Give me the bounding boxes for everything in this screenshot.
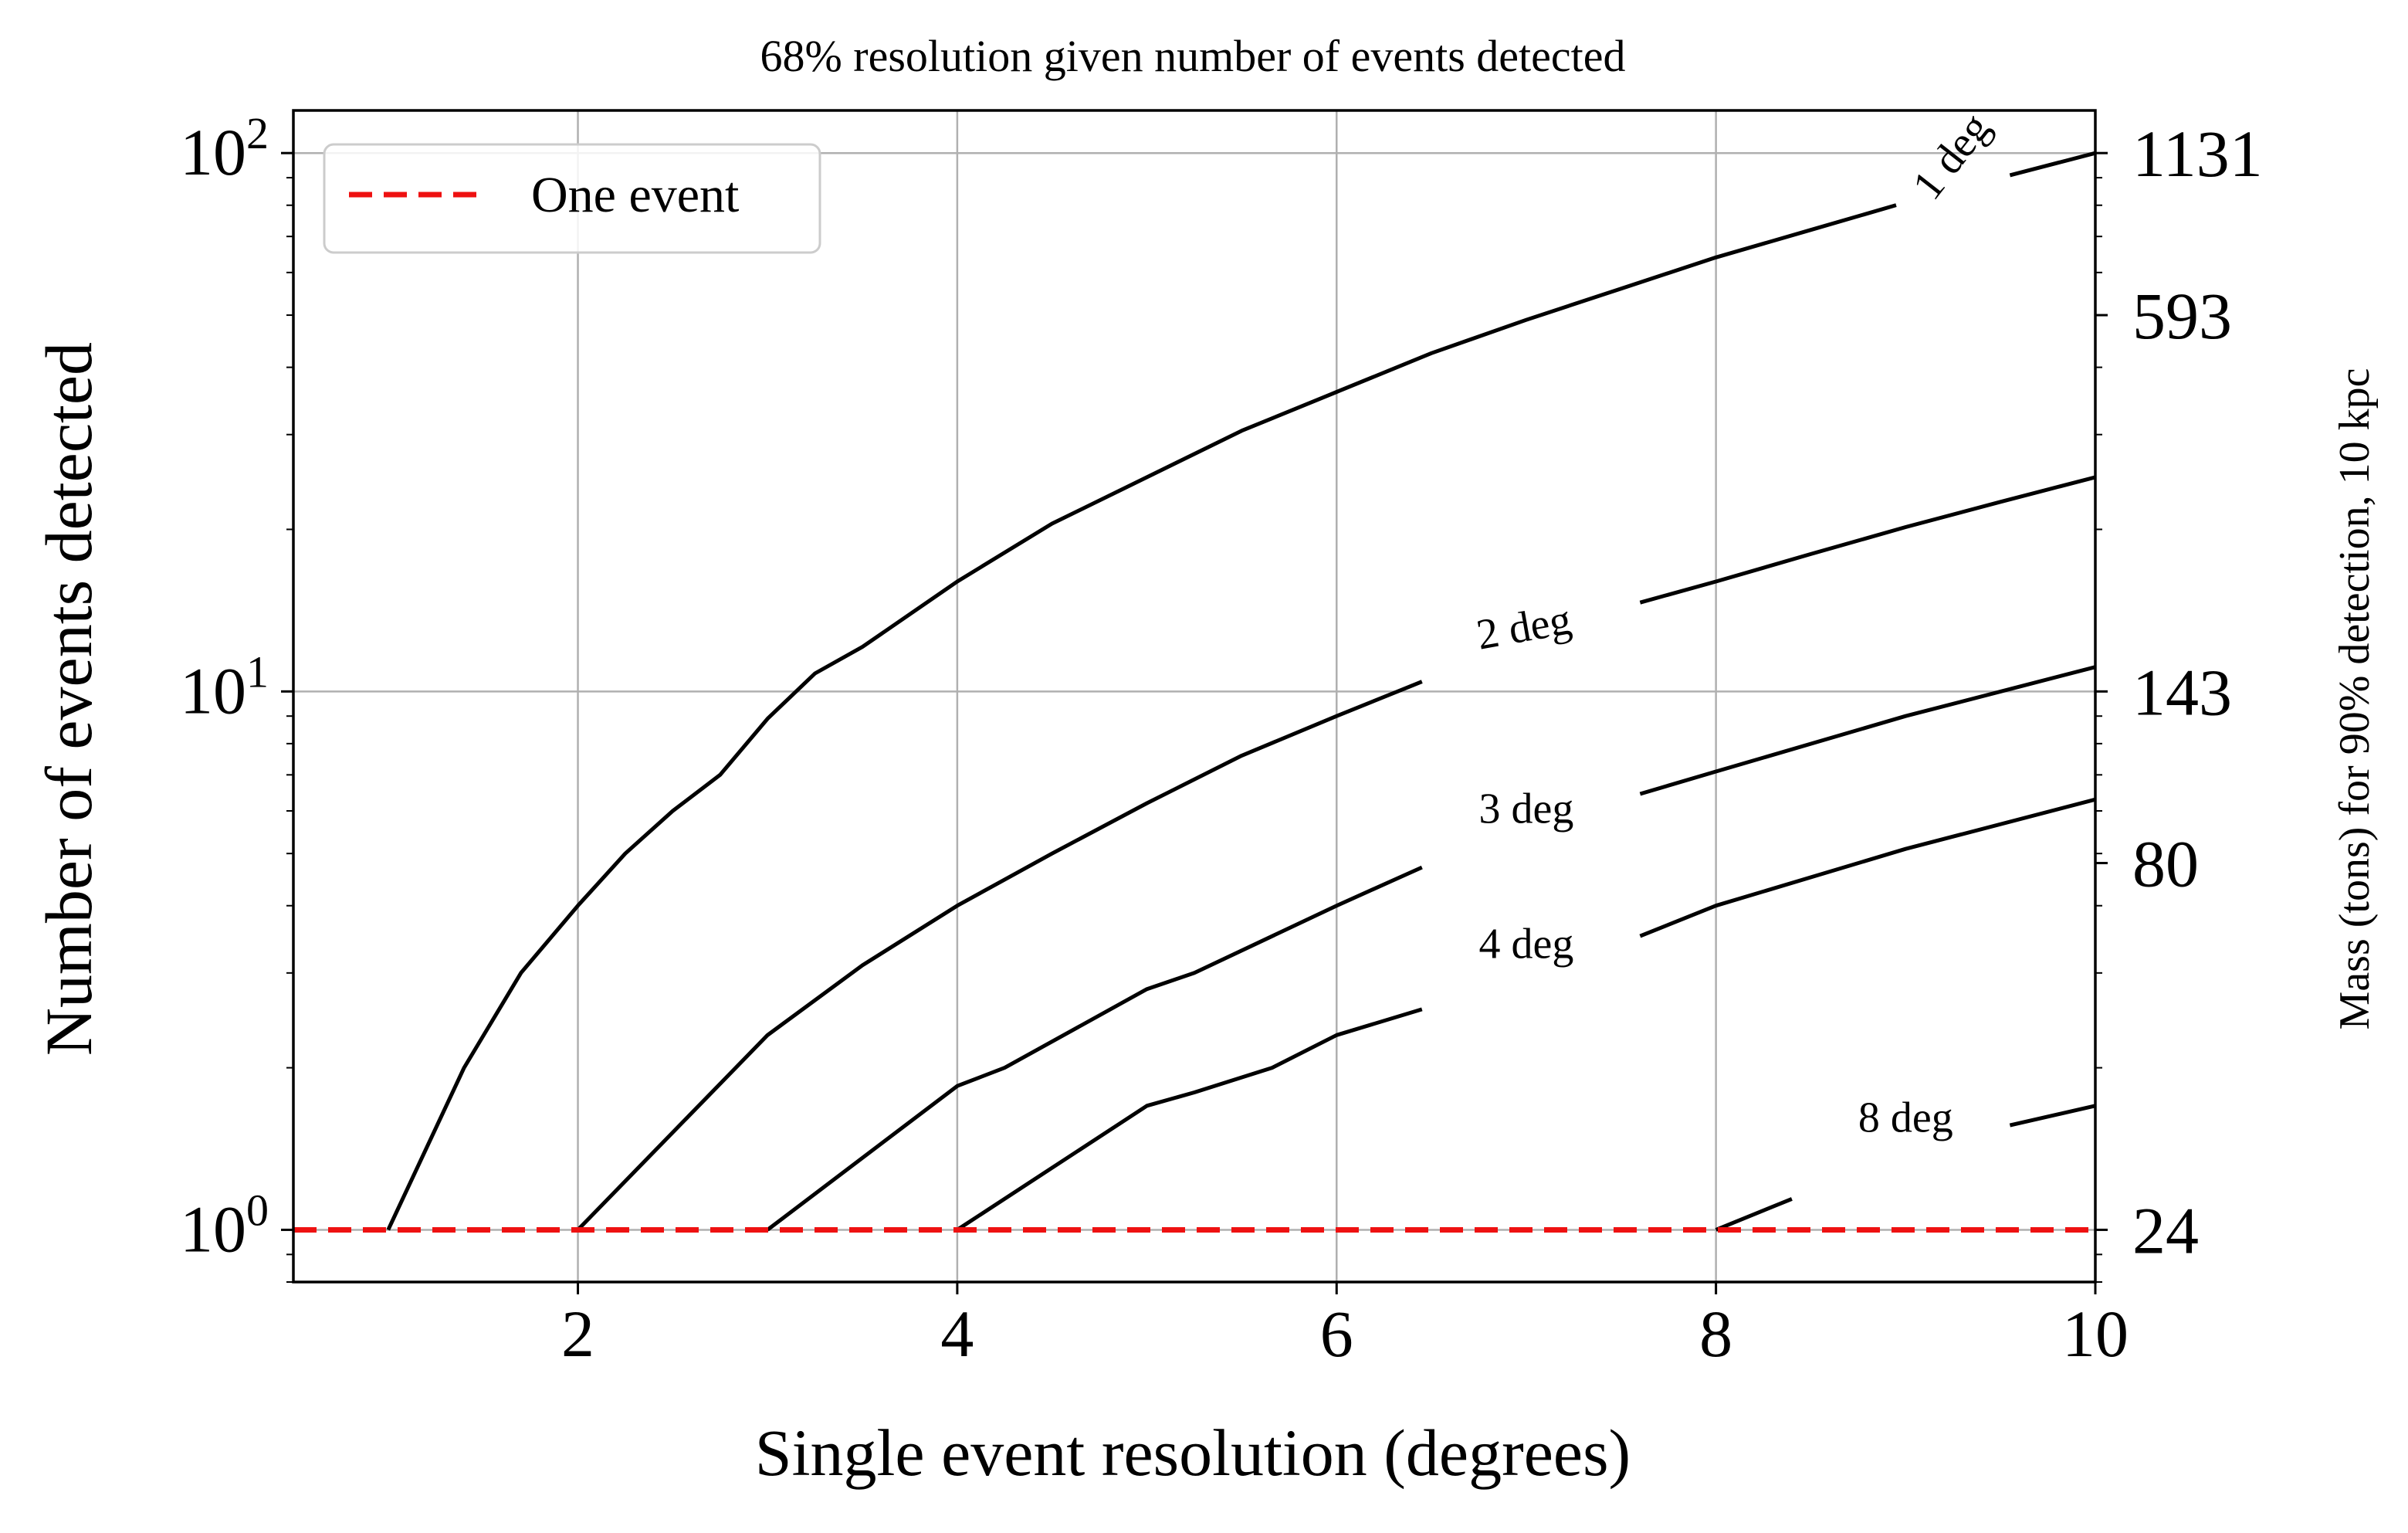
contour-label-8-deg: 8 deg: [1858, 1094, 1953, 1142]
contour-line-8-deg: [1715, 1197, 1793, 1232]
contour-line-1-deg: [2009, 151, 2096, 178]
x-tick-label: 4: [940, 1297, 974, 1371]
y-axis-label: Number of events detected: [32, 342, 106, 1056]
right-axis-label: Mass (tons) for 90% detection, 10 kpc: [2331, 368, 2379, 1030]
axes-layer: [292, 109, 2097, 1284]
y2-tick-label: 24: [2132, 1193, 2199, 1267]
x-tick-label: 8: [1699, 1297, 1732, 1371]
y2-tick-label: 1131: [2132, 117, 2263, 191]
x-tick-label: 2: [561, 1297, 594, 1371]
y-tick-label: 100: [180, 1185, 269, 1266]
contour-line-4-deg: [956, 1007, 1423, 1232]
y2-tick-label: 80: [2132, 827, 2199, 901]
x-tick-label: 10: [2062, 1297, 2129, 1371]
x-tick-label: 6: [1320, 1297, 1353, 1371]
contour-line-4-deg: [1639, 797, 2096, 938]
legend-box: [323, 143, 821, 254]
plot-frame: [292, 109, 2097, 1284]
y2-tick-label: 593: [2132, 279, 2232, 353]
legend-label-one-event: One event: [531, 167, 739, 223]
x-axis-label: Single event resolution (degrees): [755, 1416, 1631, 1490]
contour-line-3-deg: [1639, 665, 2096, 796]
y-tick-label: 102: [180, 108, 269, 189]
y-tick-label: 101: [180, 646, 269, 727]
contour-label-4-deg: 4 deg: [1479, 920, 1574, 968]
chart-title: 68% resolution given number of events de…: [760, 31, 1625, 81]
contour-line-2-deg: [576, 680, 1423, 1232]
contour-line-2-deg: [1639, 475, 2096, 605]
legend: One event: [323, 143, 821, 254]
contour-label-3-deg: 3 deg: [1479, 785, 1574, 833]
contour-line-3-deg: [766, 865, 1423, 1232]
contour-line-1-deg: [386, 203, 1897, 1231]
y2-tick-label: 143: [2132, 655, 2232, 729]
label-layer: 68% resolution given number of events de…: [32, 31, 2379, 1490]
contour-line-8-deg: [2009, 1104, 2096, 1128]
